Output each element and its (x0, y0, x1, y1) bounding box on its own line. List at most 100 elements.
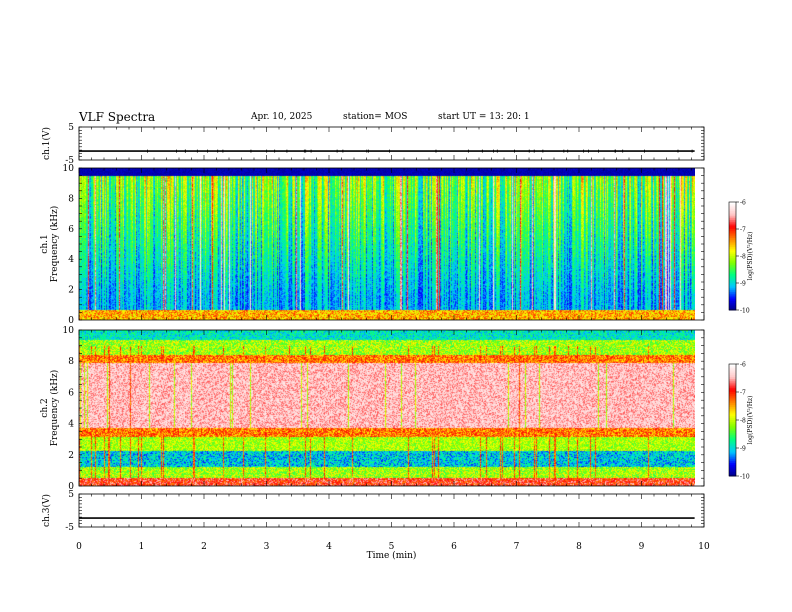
colorbar-tick-label: -10 (740, 308, 750, 315)
colorbar-step (729, 301, 736, 304)
colorbar-step (729, 442, 736, 445)
colorbar-step (729, 221, 736, 225)
spectrogram-image (79, 330, 695, 486)
colorbar-step (729, 448, 736, 451)
ch3-voltage-panel: ch.3(V) (41, 493, 705, 528)
colorbar-step (729, 403, 736, 406)
colorbar-step (729, 279, 736, 282)
y-tick-label: 5 (68, 490, 74, 500)
colorbar-step (729, 203, 736, 207)
colorbar-step (729, 234, 736, 237)
x-axis-ticks (78, 494, 705, 527)
colorbar-step (729, 373, 736, 376)
colorbar-step (729, 410, 736, 414)
colorbar-step (729, 418, 736, 421)
colorbar-step (729, 468, 736, 471)
colorbar-step (729, 433, 736, 436)
colorbar-step (729, 216, 736, 219)
colorbar-step (729, 386, 736, 389)
colorbar-step (729, 275, 736, 279)
colorbar-step (729, 266, 736, 270)
colorbar-step (729, 438, 736, 442)
y-axis-label-frequency: Frequency (kHz) (49, 206, 60, 283)
colorbar-step (729, 238, 736, 241)
colorbar-step (729, 399, 736, 402)
y-tick-label: 10 (63, 326, 75, 336)
y-tick-label: 8 (68, 194, 74, 204)
x-tick-label: 9 (639, 542, 645, 552)
y-tick-label: 0 (68, 316, 74, 326)
colorbar-step (729, 462, 736, 466)
ch2-spectrogram-panel: ch.2 Frequency (kHz) (40, 329, 705, 487)
y-axis-label-frequency: Frequency (kHz) (49, 370, 60, 447)
colorbar-step (729, 243, 736, 246)
colorbar-tick-label: -10 (740, 474, 750, 481)
x-tick-label: 6 (451, 542, 457, 552)
colorbar-step (729, 306, 736, 309)
y-axis-label: ch.3(V) (41, 494, 52, 527)
colorbar-step (729, 236, 736, 239)
colorbar-step (729, 256, 736, 259)
ch1-voltage-panel: ch.1(V) (41, 126, 705, 161)
colorbar-step (729, 232, 736, 235)
colorbar-label: log(PSD)(V²/Hz) (747, 232, 754, 281)
colorbar-step (729, 254, 736, 257)
colorbar-step (729, 281, 736, 284)
colorbar-step (729, 283, 736, 286)
colorbar-tick-label: -9 (740, 446, 746, 453)
colorbar-step (729, 453, 736, 456)
colorbar-step (729, 382, 736, 386)
colorbar-step (729, 223, 736, 226)
colorbar-step (729, 369, 736, 372)
x-tick-label: 1 (139, 542, 145, 552)
colorbar-step (729, 263, 736, 266)
colorbar-step (729, 225, 736, 228)
colorbar-step (729, 388, 736, 391)
colorbar-step (729, 440, 736, 443)
colorbar-step (729, 239, 736, 243)
colorbar-step (729, 259, 736, 262)
colorbar-step (729, 451, 736, 455)
x-tick-label: 0 (76, 542, 82, 552)
colorbar-step (729, 375, 736, 378)
colorbar-step (729, 297, 736, 300)
colorbar-step (729, 395, 736, 399)
colorbar-step (729, 446, 736, 449)
colorbar-step (729, 257, 736, 261)
colorbar-step (729, 247, 736, 250)
colorbar-step (729, 397, 736, 400)
colorbar-step (729, 308, 736, 311)
colorbar-step (729, 212, 736, 216)
x-tick-label: 10 (698, 542, 710, 552)
y-axis-ticks: 0 2 4 6 8 10 (63, 326, 704, 492)
colorbar-step (729, 393, 736, 397)
colorbar-step (729, 220, 736, 223)
colorbar-step (729, 401, 736, 404)
y-axis-label-channel: ch.2 (40, 398, 50, 417)
y-tick-label: 4 (68, 255, 74, 265)
colorbar-step (729, 265, 736, 268)
colorbar-step (729, 425, 736, 428)
y-tick-label: 6 (68, 388, 74, 398)
colorbar-step (729, 205, 736, 208)
y-tick-label: 6 (68, 225, 74, 235)
colorbar-step (729, 290, 736, 293)
colorbar-step (729, 412, 736, 415)
colorbar-label: log(PSD)(V²/Hz) (747, 396, 754, 445)
y-tick-label: 8 (68, 357, 74, 367)
x-tick-label: 7 (514, 542, 520, 552)
colorbar-step (729, 406, 736, 410)
x-axis-ticks (78, 330, 705, 486)
colorbar-step (729, 241, 736, 244)
y-tick-label: 5 (68, 123, 74, 133)
colorbar-step (729, 364, 736, 367)
colorbar-tick-label: -8 (740, 418, 746, 425)
x-tick-label: 2 (201, 542, 207, 552)
x-tick-label: 4 (326, 542, 332, 552)
colorbar-step (729, 227, 736, 230)
colorbar-step (729, 423, 736, 427)
colorbar-step (729, 229, 736, 232)
colorbar-step (729, 459, 736, 462)
colorbar-step (729, 464, 736, 468)
colorbar-step (729, 414, 736, 417)
